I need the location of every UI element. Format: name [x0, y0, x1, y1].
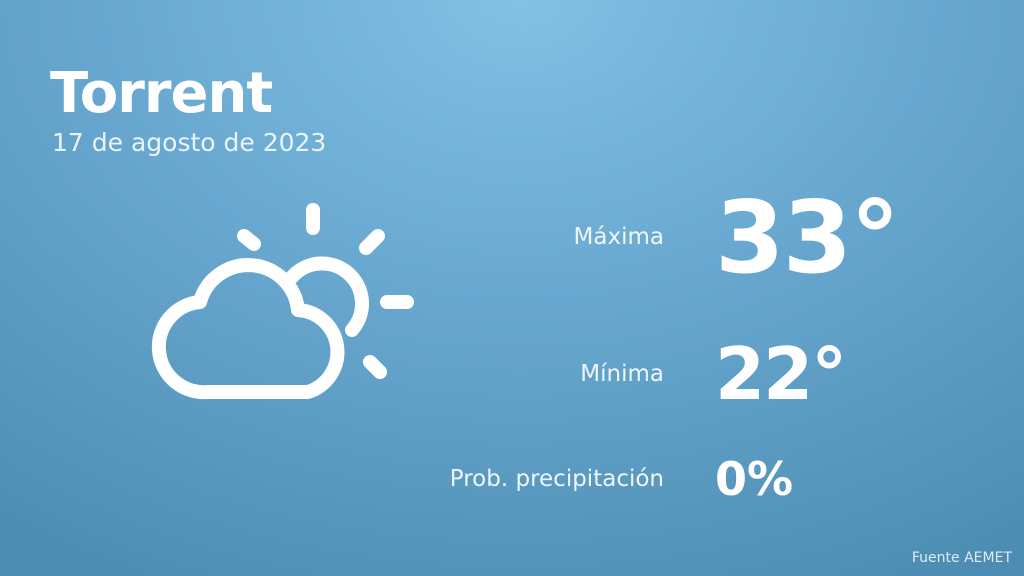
min-temp-label: Mínima — [580, 361, 664, 387]
forecast-date: 17 de agosto de 2023 — [52, 128, 327, 157]
max-temp-value: 33° — [715, 179, 900, 296]
source-credit: Fuente AEMET — [911, 550, 1012, 566]
city-title: Torrent — [50, 61, 273, 126]
min-temp-value: 22° — [715, 332, 847, 416]
precip-label: Prob. precipitación — [449, 466, 664, 492]
max-temp-label: Máxima — [573, 224, 664, 250]
precip-value: 0% — [715, 452, 794, 506]
